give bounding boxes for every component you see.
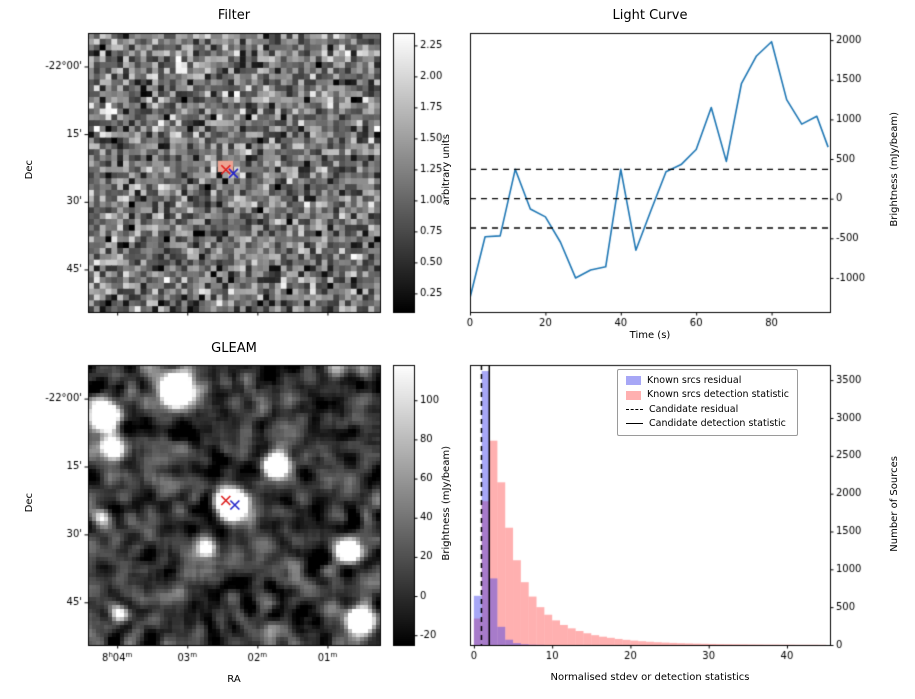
filter-colorbar-label: arbitrary units [441,134,452,206]
lightcurve-canvas [460,28,910,348]
legend-item-known-residual: Known srcs residual [626,375,789,386]
histogram-xlabel: Normalised stdev or detection statistics [550,672,750,683]
histogram-ylabel: Number of Sources [889,456,900,552]
lightcurve-xlabel: Time (s) [629,330,671,341]
filter-title: Filter [217,8,251,23]
legend-item-candidate-detection: Candidate detection statistic [626,418,789,429]
dashed-line-icon [626,408,643,410]
legend-label: Known srcs detection statistic [647,389,789,401]
gleam-title: GLEAM [211,341,257,356]
legend-item-known-detection: Known srcs detection statistic [626,389,789,400]
legend-label: Known srcs residual [647,375,742,386]
blue-patch-icon [626,376,641,386]
filter-heatmap-canvas [30,28,450,328]
gleam-colorbar-label: Brightness (mJy/beam) [441,446,452,561]
gleam-ylabel: Dec [24,493,35,513]
gleam-heatmap-canvas [30,360,450,680]
solid-line-icon [626,423,643,425]
lightcurve-title: Light Curve [612,8,688,23]
lightcurve-ylabel: Brightness (mJy/beam) [889,112,900,227]
legend-label: Candidate detection statistic [649,418,786,430]
gleam-xlabel: RA [227,674,241,685]
histogram-legend: Known srcs residual Known srcs detection… [617,369,798,436]
pink-patch-icon [626,390,641,400]
legend-item-candidate-residual: Candidate residual [626,404,789,415]
legend-label: Candidate residual [649,403,739,415]
filter-ylabel: Dec [24,160,35,180]
